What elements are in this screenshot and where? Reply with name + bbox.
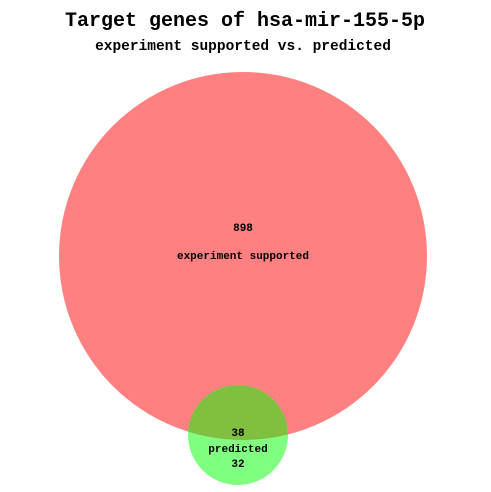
experiment-only-count: 898	[233, 223, 253, 235]
predicted-only-count: 32	[231, 459, 244, 471]
overlap-count: 38	[231, 428, 245, 440]
experiment-supported-label: experiment supported	[177, 251, 309, 263]
predicted-label: predicted	[208, 444, 267, 456]
chart-subtitle: experiment supported vs. predicted	[95, 39, 391, 55]
chart-title: Target genes of hsa-mir-155-5p	[65, 10, 425, 33]
overlap-region	[188, 385, 288, 440]
experiment-supported-circle	[59, 72, 427, 440]
